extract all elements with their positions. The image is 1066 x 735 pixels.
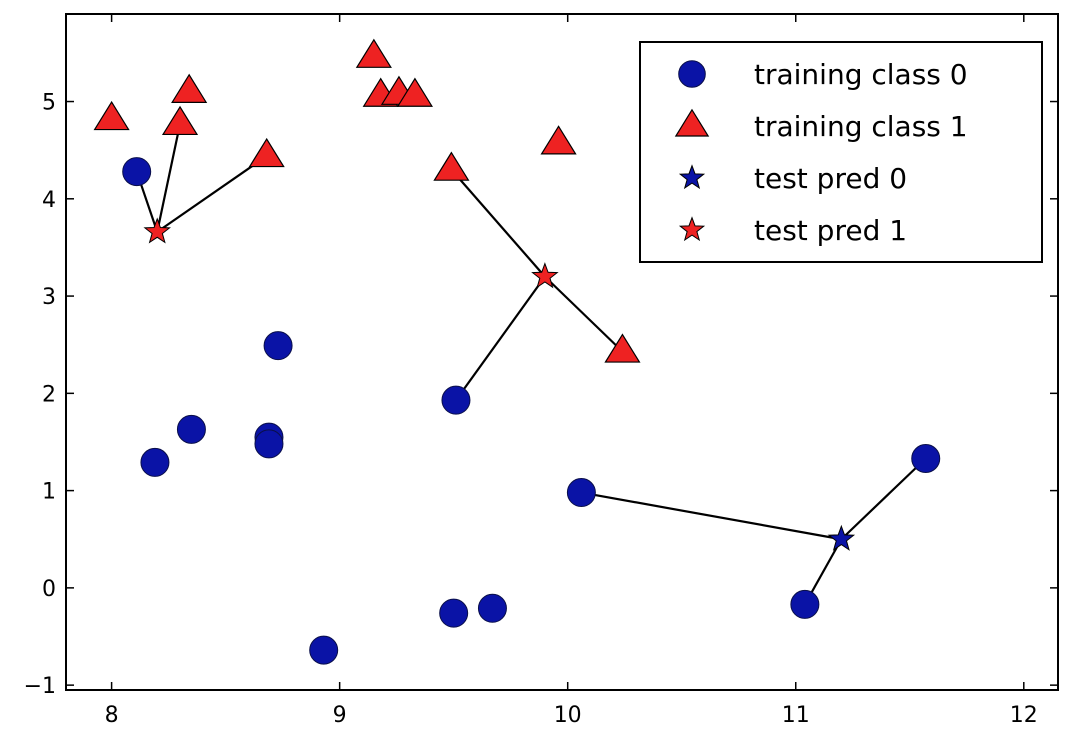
legend-label: test pred 1 [754,214,907,247]
neighbor-lines [135,123,927,605]
class0-point [911,444,941,474]
class0-point [254,429,284,459]
legend: training class 0 training class 1 test pre… [639,41,1043,263]
legend-label: training class 1 [754,110,968,143]
x-tick-label: 12 [1010,703,1038,728]
class1-point [248,137,285,168]
y-tick-label: 3 [42,285,56,310]
y-tick-label: −1 [24,674,56,699]
legend-marker [678,60,706,88]
class0-point [140,447,170,477]
class0-point [309,635,339,665]
class1-point [540,125,577,155]
test-point [827,524,856,551]
class0-point [441,385,471,415]
neighbor-line [840,457,927,541]
class0-point [176,414,206,444]
legend-marker [678,216,706,242]
class0-point [566,478,596,508]
class1-point [171,73,208,103]
x-tick-label: 11 [782,703,810,728]
legend-label: test pred 0 [754,162,907,195]
legend-marker [678,164,706,190]
class0-point [263,331,293,361]
legend-marker [674,108,710,137]
neighbor-line [156,155,268,233]
class1-point [355,38,392,68]
class0-point [477,593,507,623]
y-tick-label: 4 [42,188,56,213]
y-tick-label: 2 [42,382,56,407]
class0-point [122,157,152,187]
axes-frame [65,13,1059,691]
class1-point [396,77,433,107]
data-points [93,38,941,665]
neighbor-line [156,123,182,233]
legend-box [639,41,1043,263]
x-tick-label: 9 [333,703,347,728]
neighbor-line [455,275,546,401]
class0-point [439,598,469,628]
y-tick-label: 5 [42,91,56,116]
x-tick-label: 8 [105,703,119,728]
neighbor-line [581,491,842,541]
y-tick-label: 0 [42,577,56,602]
class1-point [161,105,199,136]
neighbor-line [544,275,624,353]
legend-label: training class 0 [754,58,968,91]
test-point [531,262,559,289]
x-tick-label: 10 [554,703,582,728]
class1-point [433,151,470,181]
test-point [143,217,171,244]
class1-point [604,333,641,363]
y-tick-label: 1 [42,480,56,505]
neighbor-line [450,168,546,278]
class0-point [790,589,820,619]
class1-point [93,100,130,131]
